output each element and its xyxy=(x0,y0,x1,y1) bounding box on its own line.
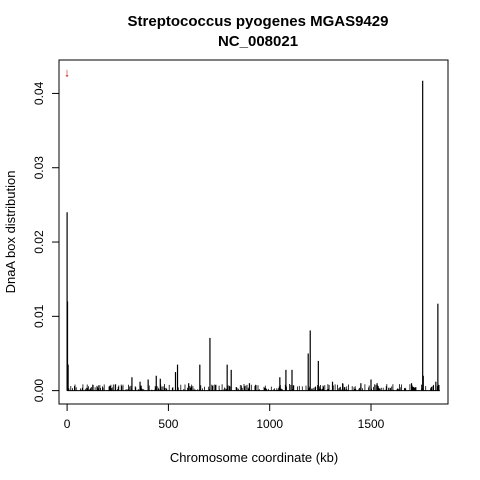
bar-series xyxy=(66,80,440,392)
x-axis: 0 500 1000 1500 xyxy=(64,403,385,431)
y-tick-label: 0.02 xyxy=(32,230,46,254)
y-tick-label: 0.03 xyxy=(32,156,46,180)
x-axis-label: Chromosome coordinate (kb) xyxy=(170,450,338,465)
chart-title: Streptococcus pyogenes MGAS9429 xyxy=(128,13,389,30)
y-axis-label: DnaA box distribution xyxy=(3,171,18,294)
x-tick-label: 0 xyxy=(64,417,71,431)
y-tick-label: 0.04 xyxy=(32,81,46,105)
plot-frame xyxy=(58,59,449,405)
y-tick-label: 0.00 xyxy=(32,379,46,403)
origin-arrow-icon: ↓ xyxy=(64,65,70,79)
chart-subtitle: NC_008021 xyxy=(218,33,298,50)
x-tick-label: 500 xyxy=(158,417,178,431)
x-tick-label: 1000 xyxy=(256,417,283,431)
x-tick-label: 1500 xyxy=(358,417,385,431)
baseline-noise xyxy=(66,384,440,391)
y-axis: 0.00 0.01 0.02 0.03 0.04 xyxy=(32,81,60,403)
y-tick-label: 0.01 xyxy=(32,304,46,328)
